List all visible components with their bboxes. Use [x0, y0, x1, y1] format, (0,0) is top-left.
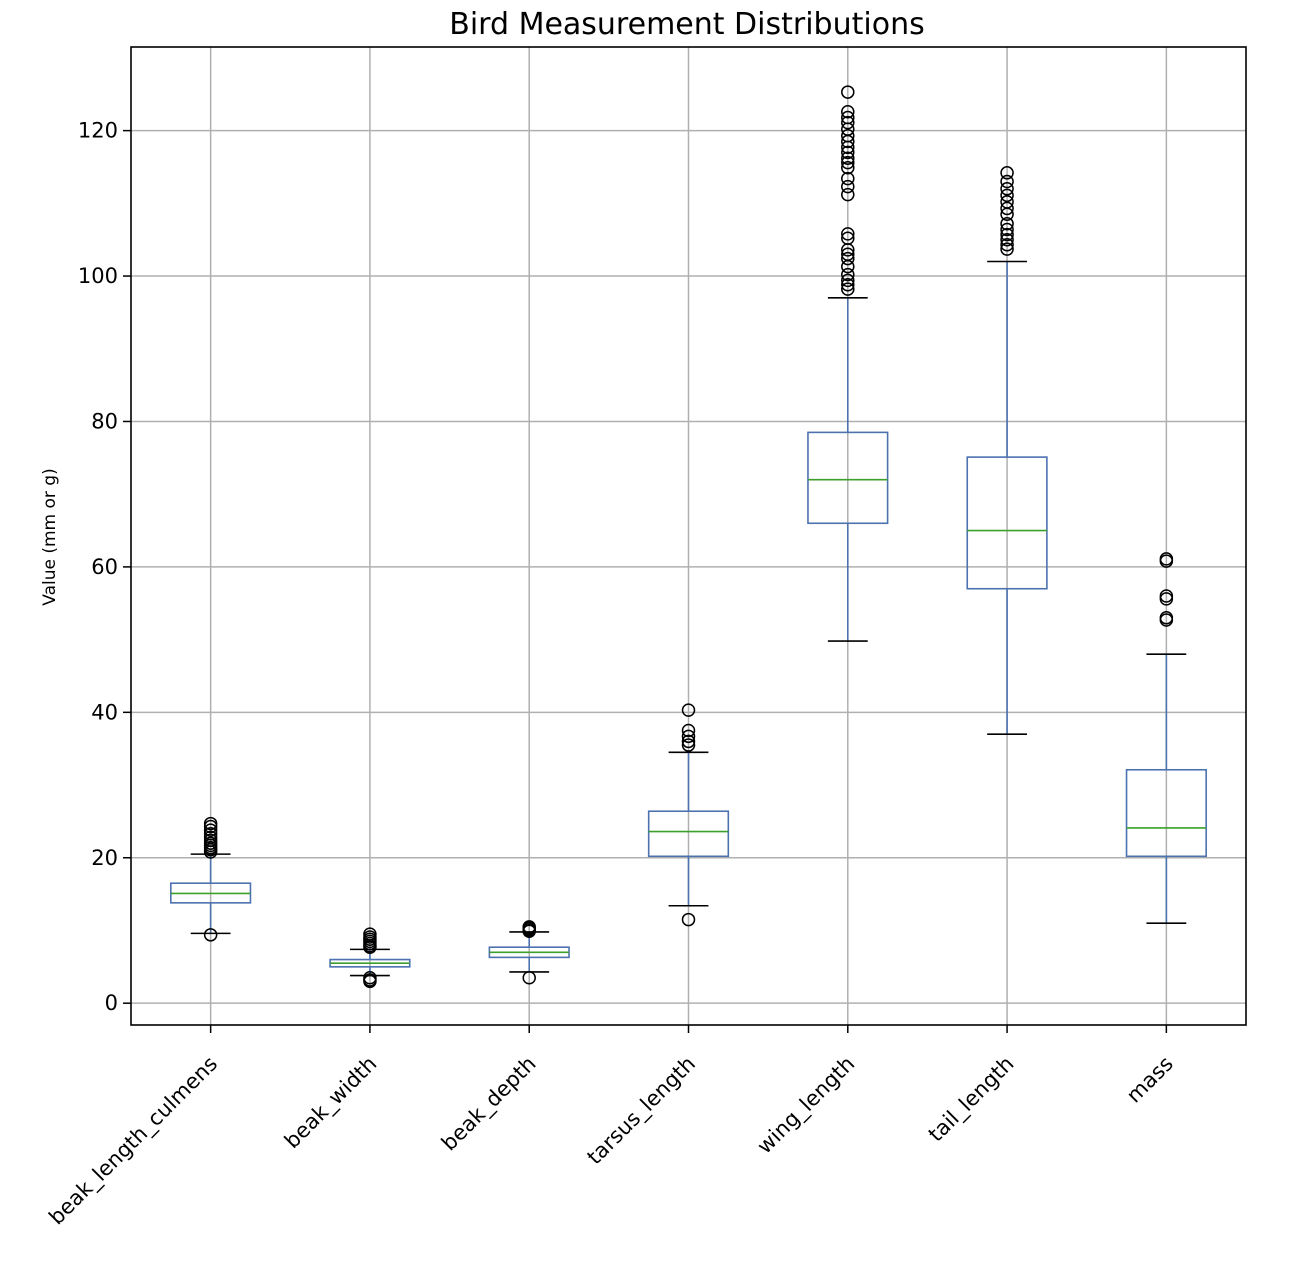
outlier-point [203, 823, 218, 837]
outlier-point [681, 703, 696, 717]
outlier-point [841, 227, 855, 241]
outlier-point [841, 278, 855, 292]
outlier-point [1000, 242, 1014, 256]
outlier-point [841, 247, 855, 261]
outlier-point [841, 282, 855, 296]
outlier-point [203, 830, 218, 845]
plot-frame [130, 46, 1247, 1026]
outlier-point [841, 251, 855, 266]
outlier-point [1000, 188, 1014, 203]
outlier-point [522, 920, 536, 934]
outlier-point [841, 273, 855, 288]
box-group [647, 703, 730, 927]
y-tick-label: 100 [78, 264, 118, 288]
box-group [966, 166, 1048, 735]
chart-title: Bird Measurement Distributions [449, 7, 924, 42]
outlier-point [1000, 195, 1014, 209]
outlier-point [841, 160, 855, 175]
outlier-point [841, 267, 855, 282]
outlier-point [1000, 216, 1014, 231]
outlier-point [1000, 201, 1014, 216]
outlier-point [1000, 232, 1014, 247]
outlier-point [841, 231, 855, 245]
outlier-point [841, 171, 855, 186]
outlier-point [1000, 227, 1014, 242]
iqr-box [807, 431, 889, 525]
outlier-point [1159, 611, 1174, 625]
y-axis-label: Value (mm or g) [40, 468, 60, 605]
outlier-point [681, 738, 696, 752]
outlier-point [841, 115, 855, 130]
iqr-box [1125, 768, 1207, 858]
outlier-point [203, 928, 218, 942]
outlier-point [1159, 589, 1174, 603]
outlier-point [203, 816, 218, 831]
outlier-point [841, 145, 855, 160]
outlier-point [681, 912, 696, 927]
y-tick-label: 20 [91, 846, 118, 870]
outlier-point [841, 128, 855, 143]
outlier-point [1000, 182, 1014, 196]
outlier-point [681, 729, 696, 744]
box-group [807, 85, 889, 642]
box-group [1125, 552, 1207, 925]
box-group [170, 816, 252, 942]
box-group [488, 920, 570, 985]
box-group [329, 927, 411, 989]
outlier-point [841, 155, 855, 170]
y-tick-label: 60 [91, 555, 118, 579]
iqr-box [647, 810, 730, 858]
outlier-point [841, 85, 855, 99]
y-tick-label: 120 [78, 119, 118, 143]
outlier-point [841, 179, 855, 194]
y-tick-label: 0 [105, 991, 118, 1015]
outlier-point [841, 151, 855, 166]
outlier-point [1000, 174, 1014, 189]
outlier-point [522, 970, 536, 985]
outlier-point [1000, 166, 1014, 180]
outlier-point [1159, 552, 1174, 566]
outlier-point [363, 970, 377, 985]
y-tick-label: 40 [91, 700, 118, 724]
outlier-point [1000, 222, 1014, 237]
box-layer [170, 85, 1207, 989]
outlier-point [841, 104, 855, 119]
outlier-point [203, 827, 218, 841]
outlier-point [841, 110, 855, 125]
outlier-point [363, 927, 377, 941]
iqr-box [966, 456, 1048, 590]
outlier-point [841, 187, 855, 202]
y-tick-label: 80 [91, 409, 118, 433]
outlier-point [681, 734, 696, 749]
outlier-point [1000, 238, 1014, 252]
outlier-point [681, 723, 696, 738]
